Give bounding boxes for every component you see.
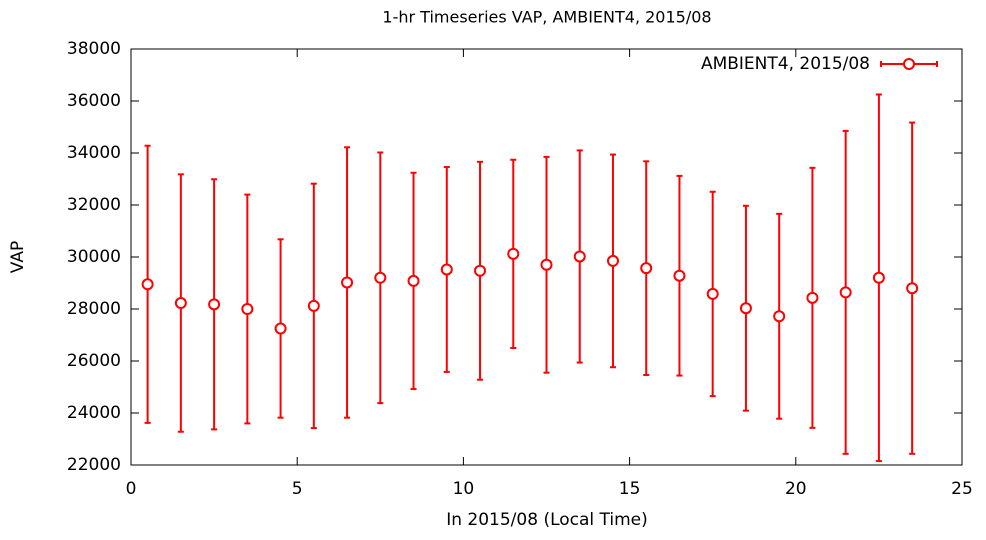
data-point bbox=[174, 297, 187, 310]
data-point bbox=[540, 258, 553, 271]
legend-label: AMBIENT4, 2015/08 bbox=[701, 54, 870, 74]
data-point bbox=[906, 282, 919, 295]
data-point bbox=[739, 302, 752, 315]
y-tick-label: 22000 bbox=[67, 455, 121, 475]
x-tick-label: 20 bbox=[785, 479, 807, 499]
chart-title: 1-hr Timeseries VAP, AMBIENT4, 2015/08 bbox=[382, 8, 711, 27]
data-point bbox=[141, 278, 154, 291]
data-point bbox=[640, 262, 653, 275]
legend-swatch bbox=[903, 58, 915, 70]
data-point bbox=[573, 250, 586, 263]
data-point bbox=[773, 310, 786, 323]
y-tick-label: 38000 bbox=[67, 39, 121, 59]
y-tick-label: 28000 bbox=[67, 299, 121, 319]
data-point bbox=[440, 263, 453, 276]
x-tick-label: 25 bbox=[951, 479, 973, 499]
data-point bbox=[241, 303, 254, 315]
y-tick-label: 36000 bbox=[67, 91, 121, 111]
y-tick-label: 32000 bbox=[67, 195, 121, 215]
x-tick-label: 0 bbox=[126, 479, 137, 499]
data-point bbox=[307, 299, 320, 312]
data-point bbox=[706, 287, 719, 300]
data-point bbox=[673, 269, 686, 282]
y-tick-label: 24000 bbox=[67, 403, 121, 423]
y-tick-label: 30000 bbox=[67, 247, 121, 267]
y-tick-label: 34000 bbox=[67, 143, 121, 163]
x-axis-label: In 2015/08 (Local Time) bbox=[446, 510, 648, 530]
x-tick-label: 10 bbox=[453, 479, 475, 499]
y-axis-label: VAP bbox=[8, 241, 28, 273]
data-point bbox=[474, 264, 487, 277]
data-point bbox=[872, 271, 885, 284]
data-point bbox=[208, 298, 221, 311]
data-point bbox=[374, 271, 387, 284]
data-point bbox=[407, 274, 420, 287]
data-point bbox=[507, 247, 520, 260]
data-point bbox=[274, 322, 287, 335]
y-tick-label: 26000 bbox=[67, 351, 121, 371]
x-tick-label: 15 bbox=[619, 479, 641, 499]
x-tick-label: 5 bbox=[292, 479, 303, 499]
data-point bbox=[341, 276, 354, 289]
data-point bbox=[839, 286, 852, 299]
data-point bbox=[606, 254, 619, 267]
data-point bbox=[806, 291, 819, 304]
